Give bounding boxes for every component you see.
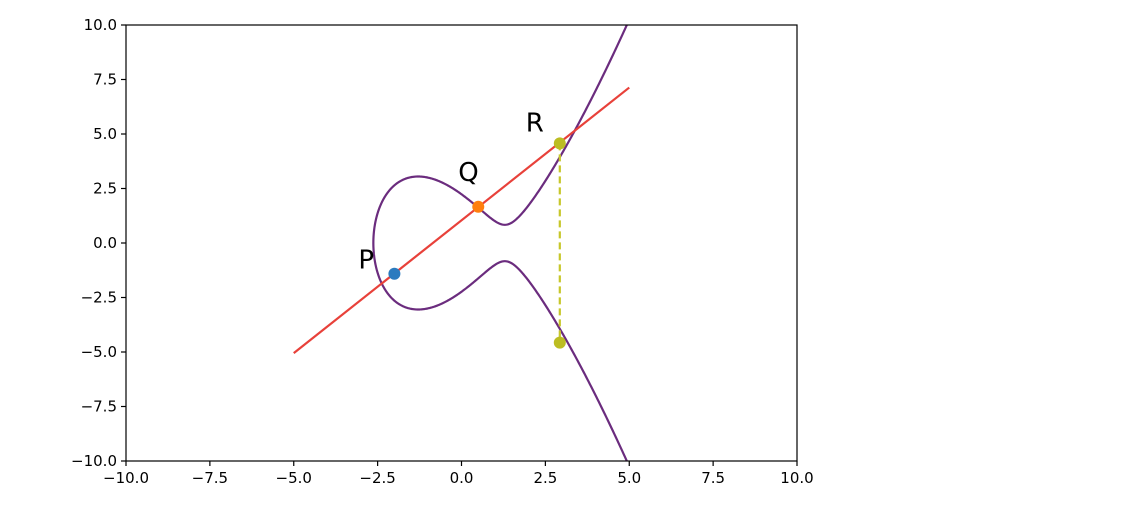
plot-content bbox=[293, 25, 630, 461]
y-tick-label: 0.0 bbox=[93, 234, 117, 252]
x-tick-label: 7.5 bbox=[701, 469, 725, 487]
point-reflection bbox=[553, 336, 566, 349]
secant-line bbox=[293, 86, 630, 354]
point-q bbox=[472, 200, 485, 213]
point-label-q: Q bbox=[458, 158, 478, 188]
y-tick-label: −10.0 bbox=[71, 452, 117, 470]
y-tick-label: 5.0 bbox=[93, 125, 117, 143]
point-label-r: R bbox=[526, 108, 544, 138]
x-tick-label: 2.5 bbox=[533, 469, 557, 487]
point-labels: P Q R bbox=[358, 108, 543, 275]
x-tick-label: −2.5 bbox=[359, 469, 395, 487]
x-tick-label: −7.5 bbox=[192, 469, 228, 487]
x-tick-label: 0.0 bbox=[450, 469, 474, 487]
y-tick-label: −5.0 bbox=[81, 343, 117, 361]
x-tick-label: −5.0 bbox=[276, 469, 312, 487]
y-tick-label: 10.0 bbox=[84, 16, 117, 34]
point-label-p: P bbox=[358, 246, 374, 276]
y-axis: −10.0 −7.5 −5.0 −2.5 0.0 2.5 5.0 7.5 10.0 bbox=[71, 16, 126, 470]
x-tick-label: 10.0 bbox=[780, 469, 813, 487]
plot-frame bbox=[125, 24, 798, 462]
x-tick-label: 5.0 bbox=[617, 469, 641, 487]
x-tick-label: −10.0 bbox=[103, 469, 149, 487]
y-tick-label: −2.5 bbox=[81, 289, 117, 307]
y-tick-label: 2.5 bbox=[93, 180, 117, 198]
point-r bbox=[553, 137, 566, 150]
y-tick-label: −7.5 bbox=[81, 398, 117, 416]
point-p bbox=[388, 267, 401, 280]
x-axis: −10.0 −7.5 −5.0 −2.5 0.0 2.5 5.0 7.5 10.0 bbox=[103, 461, 814, 487]
elliptic-curve bbox=[372, 25, 629, 461]
y-tick-label: 7.5 bbox=[93, 71, 117, 89]
